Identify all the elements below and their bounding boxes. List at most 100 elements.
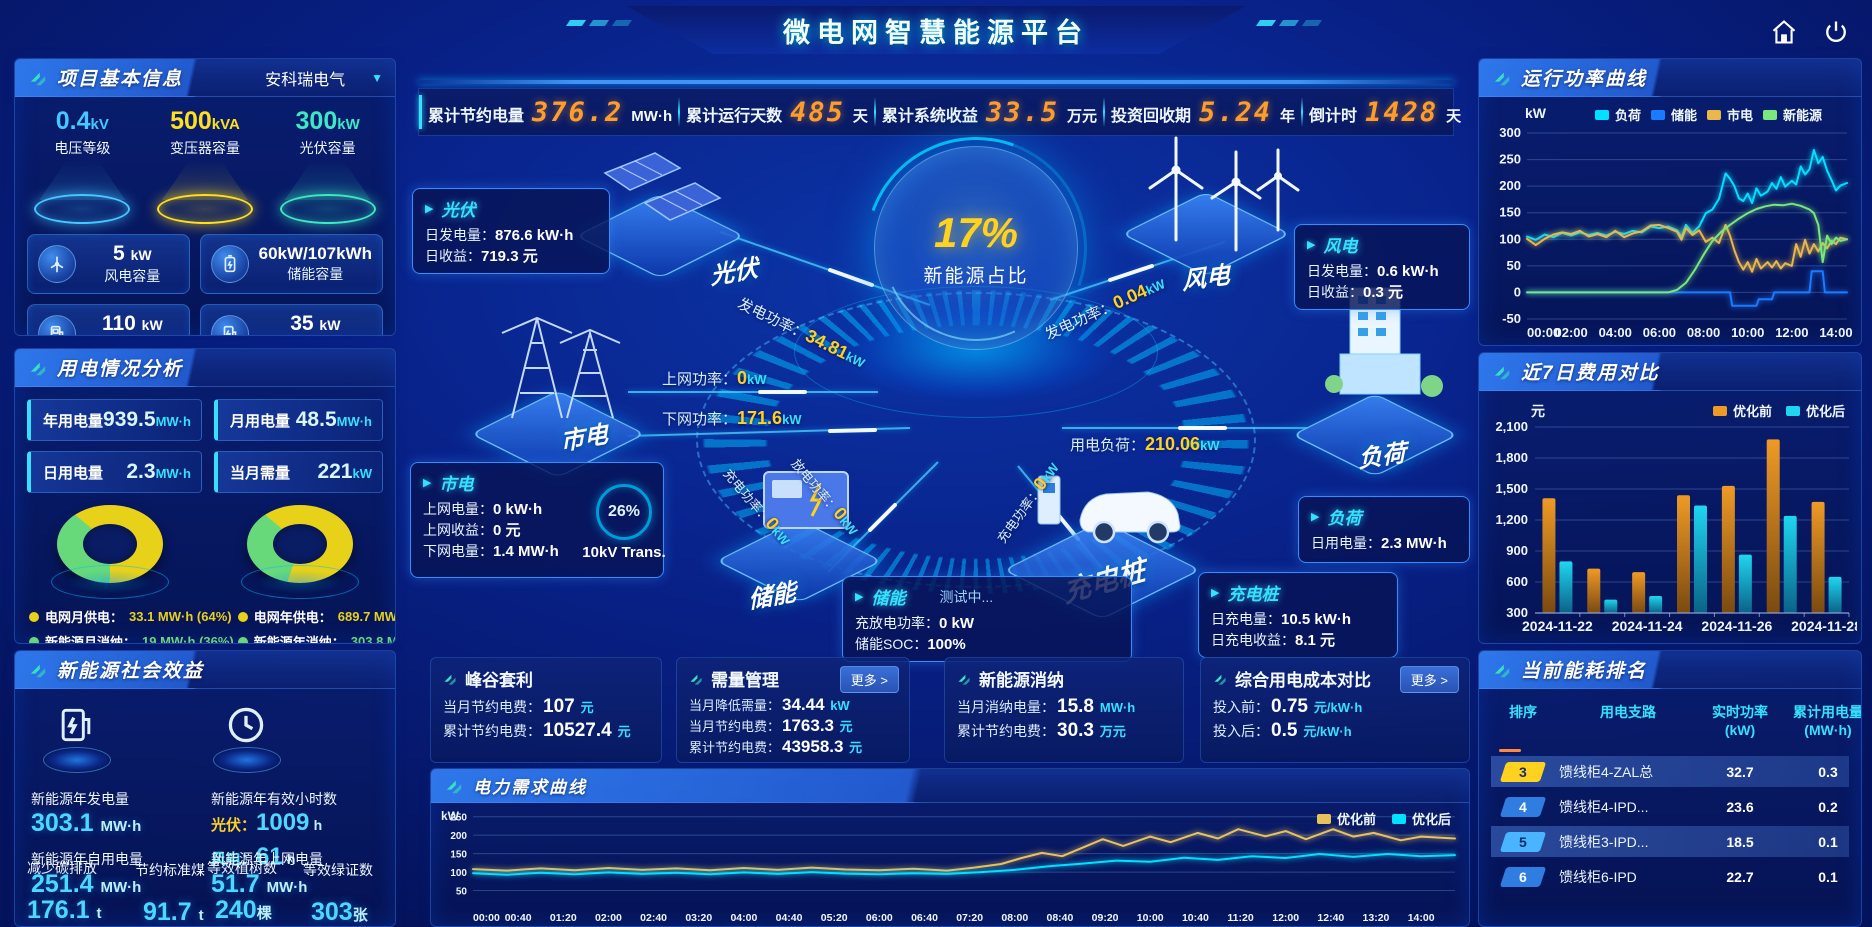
clock-icon [213, 703, 281, 773]
transformer-label: 10kV Trans. [582, 544, 666, 561]
more-button[interactable]: 更多 > [839, 666, 899, 693]
rank-badge: 6 [1499, 866, 1547, 887]
panel-title: 运行功率曲线 [1521, 69, 1648, 90]
svg-text:50: 50 [1507, 258, 1521, 273]
svg-text:04:00: 04:00 [730, 912, 757, 924]
panel-corner-icon [446, 780, 462, 793]
power-icon[interactable] [1822, 18, 1850, 46]
svg-text:01:20: 01:20 [550, 912, 577, 924]
capacity-card: 60kW/107kWh 储能容量 [199, 234, 383, 294]
project-select-value: 安科瑞电气 [265, 71, 346, 89]
load-node-label: 负荷 [1357, 439, 1407, 474]
summary-card: 需量管理 更多 > 当月降低需量： 34.44 kW 当月节约电费： 1763.3 元累计… [676, 657, 910, 763]
summary-card-row: 累计节约电费： 10527.4 元 [443, 720, 631, 741]
svg-text:04:40: 04:40 [776, 912, 803, 924]
page-title: 微电网智慧能源平台 [783, 17, 1089, 48]
svg-text:03:20: 03:20 [685, 912, 712, 924]
svg-text:06:40: 06:40 [911, 912, 938, 924]
benefit-label: 新能源年有效小时数 [211, 791, 337, 807]
ranking-divider [1499, 749, 1521, 752]
panel-corner-icon [690, 674, 702, 685]
legend-item: 市电 [1707, 105, 1753, 124]
kpi-item: 累计系统收益 33.5 万元 [881, 96, 1097, 128]
demand-curve-chart: 50 100 150 200 250 00:00 00:40 01:20 02:00 02:40 0… [437, 807, 1463, 925]
svg-text:250: 250 [1499, 152, 1521, 167]
svg-text:150: 150 [450, 850, 467, 861]
svg-text:08:00: 08:00 [1687, 325, 1720, 340]
more-button[interactable]: 更多 > [1399, 666, 1459, 693]
project-select[interactable]: 安科瑞电气 ▼ [265, 66, 383, 90]
panel-corner-icon [30, 72, 46, 85]
svg-text:1,500: 1,500 [1495, 481, 1528, 496]
ev-car-charger-icon [1037, 475, 1181, 544]
svg-text:300: 300 [1499, 125, 1521, 140]
svg-text:12:00: 12:00 [1272, 912, 1299, 924]
svg-text:12:00: 12:00 [1775, 325, 1808, 340]
svg-text:12:40: 12:40 [1317, 912, 1344, 924]
panel-corner-icon [1494, 664, 1510, 677]
svg-text:06:00: 06:00 [866, 912, 893, 924]
summary-card-row: 投入后： 0.5 元/kW·h [1213, 720, 1352, 741]
capacity-podium: 300kW 光伏容量 [273, 107, 383, 224]
chevron-right-icon: ▶ [1307, 239, 1316, 251]
table-row[interactable]: 3 馈线柜4-ZAL总 32.7 0.3 [1491, 756, 1849, 787]
renewable-share-value: 17% [933, 208, 1019, 256]
capacity-card-text: 60kW/107kWh 储能容量 [258, 244, 372, 282]
panel-corner-icon [444, 674, 456, 685]
svg-text:1,200: 1,200 [1495, 512, 1528, 527]
total-energy: 0.1 [1818, 833, 1838, 850]
wind-node-label: 风电 [1181, 261, 1231, 296]
run-power-chart: -50 0 50 100 150 200 250 300 00:00 02:00 04:00 06:0… [1483, 123, 1857, 341]
home-icon[interactable] [1770, 18, 1798, 46]
panel-title: 新能源社会效益 [57, 661, 205, 682]
svg-text:2024-11-28: 2024-11-28 [1791, 618, 1857, 634]
kpi-divider [678, 97, 681, 127]
chevron-right-icon: ▶ [1211, 587, 1220, 599]
kpi-bar: 累计节约电量 376.2 MW·h 累计运行天数 485 天累计系统收益 33.5 万元 投资回… [418, 88, 1461, 136]
pv-info-box: ▶ 光伏 日发电量：876.6 kW·h 日收益：719.3 元 [412, 188, 610, 274]
panel-corner-icon [958, 674, 970, 685]
svg-text:08:00: 08:00 [1001, 912, 1028, 924]
svg-text:-50: -50 [1502, 311, 1521, 326]
svg-text:0: 0 [1514, 284, 1521, 299]
realtime-power: 32.7 [1726, 763, 1754, 780]
svg-text:900: 900 [1506, 543, 1528, 558]
total-energy: 0.2 [1818, 798, 1838, 815]
wind-turbines-icon [1148, 136, 1300, 252]
svg-text:04:00: 04:00 [1599, 325, 1632, 340]
panel-benefits: 新能源社会效益 新能源年发电量 303.1 MW·h 新能源年有效小时数 光伏：… [14, 650, 396, 927]
capacity-card: 110 kW直流充电桩 [27, 304, 190, 335]
branch-name: 馈线柜6-IPD [1559, 868, 1637, 885]
rank-badge: 3 [1499, 761, 1547, 782]
storage-test-tag: 测试中... [939, 588, 994, 605]
svg-text:02:00: 02:00 [595, 912, 622, 924]
summary-cards-row: 峰谷套利 当月节约电费： 107 元累计节约电费： 10527.4 元需量管理 更多 >… [430, 657, 1470, 763]
summary-card: 峰谷套利 当月节约电费： 107 元累计节约电费： 10527.4 元 [430, 657, 662, 763]
summary-card-title: 新能源消纳 [957, 666, 1171, 691]
table-row[interactable]: 5 馈线柜3-IPD... 18.5 0.1 [1491, 826, 1849, 857]
summary-card-title: 需量管理 [689, 666, 897, 691]
panel-title: 项目基本信息 [57, 69, 184, 90]
donut-legend-item: 新能源月消纳： 19 MW·h (36%) [29, 632, 234, 643]
kpi-divider [1301, 97, 1304, 127]
summary-card-row: 当月节约电费： 1763.3 元 [689, 716, 853, 735]
chevron-right-icon: ▶ [855, 591, 864, 603]
title-decor-left [565, 20, 633, 26]
grid-info-box: ▶ 市电 上网电量：0 kW·h 上网收益：0 元 下网电量：1.4 MW·h [410, 462, 664, 578]
branch-name: 馈线柜3-IPD... [1559, 833, 1649, 850]
svg-text:00:00: 00:00 [473, 912, 500, 924]
panel-project-info: 项目基本信息 安科瑞电气 ▼ 0.4kV 电压等级 500kVA 变压器容量 300kW… [14, 58, 396, 336]
capacity-podium: 0.4kV 电压等级 [27, 107, 137, 224]
svg-text:14:00: 14:00 [1408, 912, 1435, 924]
ranking-table-header: 排序 用电支路 实时功率 (kW) 累计用电量 (MW·h) [1491, 703, 1861, 739]
panel-title: 用电情况分析 [57, 359, 184, 380]
svg-text:02:00: 02:00 [1555, 325, 1588, 340]
table-row[interactable]: 4 馈线柜4-IPD... 23.6 0.2 [1491, 791, 1849, 822]
ranking-col-header: 排序 [1509, 704, 1537, 720]
svg-text:00:00: 00:00 [1527, 325, 1560, 340]
svg-text:300: 300 [1506, 605, 1528, 620]
svg-text:06:00: 06:00 [1643, 325, 1676, 340]
legend-item: 优化前 [1316, 809, 1376, 828]
solar-panels-icon [603, 152, 722, 221]
table-row[interactable]: 6 馈线柜6-IPD 22.7 0.1 [1491, 861, 1849, 892]
